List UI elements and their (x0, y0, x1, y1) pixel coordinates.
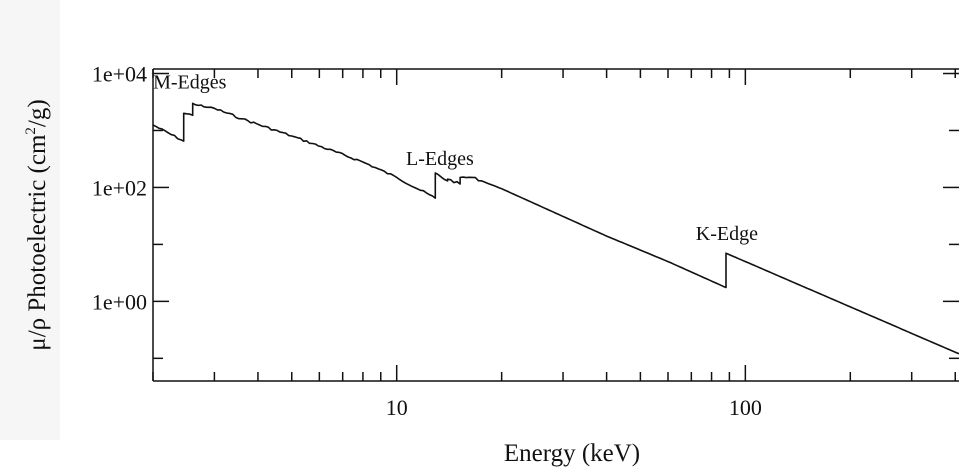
y-title-end: /g) (24, 99, 51, 127)
y-tick-label: 1e+00 (92, 289, 147, 314)
y-title-sup: 2 (23, 127, 39, 135)
y-title-main: μ/ρ Photoelectric (cm (24, 134, 51, 351)
ticks-group (152, 69, 959, 381)
x-tick-label: 100 (729, 395, 762, 420)
x-axis-title: Energy (keV) (504, 440, 640, 467)
edge-annotation: L-Edges (406, 148, 474, 170)
series-line (152, 102, 959, 355)
axes-group (152, 68, 959, 382)
x-tick-label: 10 (386, 395, 408, 420)
y-axis-title: μ/ρ Photoelectric (cm2/g) (23, 99, 51, 350)
labels-group: 10 100 1e+04 1e+02 1e+00 M-Edges L-Edges K-Edge (92, 62, 762, 420)
left-shade (0, 0, 60, 440)
y-tick-label: 1e+02 (92, 175, 147, 200)
y-tick-label: 1e+04 (92, 62, 147, 87)
edge-annotation: M-Edges (153, 71, 227, 93)
edge-annotation: K-Edge (696, 223, 758, 245)
